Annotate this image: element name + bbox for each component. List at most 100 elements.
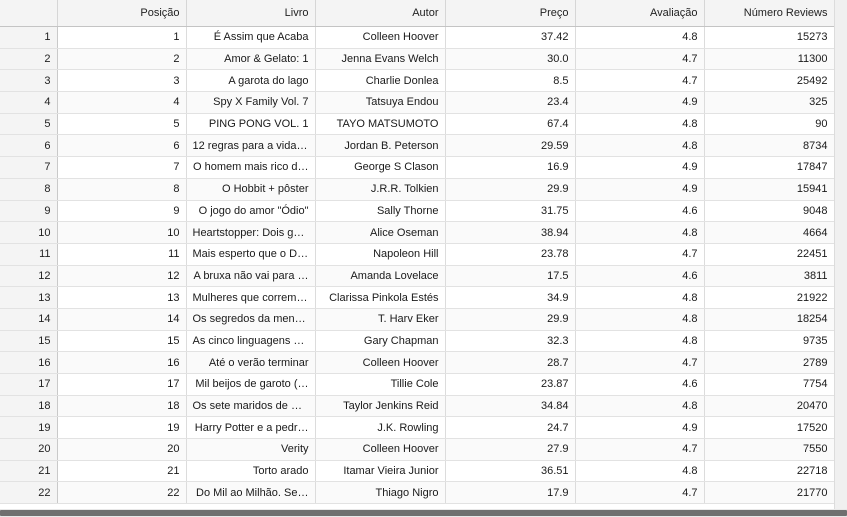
table-row[interactable]: 5 5 PING PONG VOL. 1 TAYO MATSUMOTO 67.4 4.8 9…	[0, 113, 834, 136]
cell-preco[interactable]: 17.9	[445, 481, 576, 505]
row-index-cell[interactable]: 6	[0, 134, 58, 158]
cell-preco[interactable]: 38.94	[445, 221, 576, 244]
cell-posicao[interactable]: 20	[57, 438, 187, 461]
row-index-cell[interactable]: 1	[0, 26, 58, 49]
row-index-cell[interactable]: 8	[0, 178, 58, 201]
cell-autor[interactable]: Jenna Evans Welch	[315, 48, 446, 71]
cell-numero-reviews[interactable]: 21922	[704, 286, 834, 309]
row-index-cell[interactable]: 2	[0, 48, 58, 71]
row-index-cell[interactable]: 12	[0, 265, 58, 288]
cell-avaliacao[interactable]: 4.7	[575, 481, 705, 505]
cell-livro[interactable]: Os segredos da ment…	[186, 308, 316, 331]
cell-autor[interactable]: Colleen Hoover	[315, 351, 446, 374]
cell-preco[interactable]: 23.4	[445, 91, 576, 114]
cell-livro[interactable]: O homem mais rico d…	[186, 156, 316, 179]
column-header-avaliacao[interactable]: Avaliação	[575, 0, 705, 27]
cell-posicao[interactable]: 3	[57, 69, 187, 93]
cell-autor[interactable]: J.K. Rowling	[315, 416, 446, 440]
cell-livro[interactable]: Mil beijos de garoto (…	[186, 373, 316, 396]
cell-preco[interactable]: 31.75	[445, 200, 576, 223]
cell-preco[interactable]: 34.84	[445, 395, 576, 418]
cell-preco[interactable]: 28.7	[445, 351, 576, 374]
row-index-cell[interactable]: 20	[0, 438, 58, 461]
table-row[interactable]: 21 21 Torto arado Itamar Vieira Junior 36.51…	[0, 460, 834, 483]
cell-numero-reviews[interactable]: 25492	[704, 69, 834, 93]
cell-numero-reviews[interactable]: 9048	[704, 200, 834, 223]
row-index-cell[interactable]: 9	[0, 200, 58, 223]
cell-posicao[interactable]: 17	[57, 373, 187, 396]
cell-numero-reviews[interactable]: 15273	[704, 26, 834, 49]
cell-numero-reviews[interactable]: 2789	[704, 351, 834, 374]
cell-livro[interactable]: O Hobbit + pôster	[186, 178, 316, 201]
cell-preco[interactable]: 29.9	[445, 178, 576, 201]
cell-autor[interactable]: Tillie Cole	[315, 373, 446, 396]
cell-livro[interactable]: Mais esperto que o Di…	[186, 243, 316, 266]
cell-autor[interactable]: Itamar Vieira Junior	[315, 460, 446, 483]
cell-autor[interactable]: Colleen Hoover	[315, 438, 446, 461]
row-index-cell[interactable]: 22	[0, 481, 58, 505]
cell-posicao[interactable]: 5	[57, 113, 187, 136]
table-row[interactable]: 13 13 Mulheres que correm … Clarissa Pinkol…	[0, 286, 834, 309]
vertical-scrollbar[interactable]	[834, 0, 847, 509]
cell-posicao[interactable]: 8	[57, 178, 187, 201]
cell-livro[interactable]: O jogo do amor "Ódio"	[186, 200, 316, 223]
cell-numero-reviews[interactable]: 11300	[704, 48, 834, 71]
table-row[interactable]: 14 14 Os segredos da ment… T. Harv Eker 29.9…	[0, 308, 834, 331]
cell-livro[interactable]: Torto arado	[186, 460, 316, 483]
cell-numero-reviews[interactable]: 21770	[704, 481, 834, 505]
cell-posicao[interactable]: 1	[57, 26, 187, 49]
row-index-cell[interactable]: 10	[0, 221, 58, 244]
cell-posicao[interactable]: 4	[57, 91, 187, 114]
column-header-numero-reviews[interactable]: Número Reviews	[704, 0, 834, 27]
cell-numero-reviews[interactable]: 18254	[704, 308, 834, 331]
cell-preco[interactable]: 67.4	[445, 113, 576, 136]
cell-autor[interactable]: T. Harv Eker	[315, 308, 446, 331]
cell-livro[interactable]: Verity	[186, 438, 316, 461]
cell-autor[interactable]: Clarissa Pinkola Estés	[315, 286, 446, 309]
cell-posicao[interactable]: 11	[57, 243, 187, 266]
cell-numero-reviews[interactable]: 17520	[704, 416, 834, 440]
cell-autor[interactable]: Amanda Lovelace	[315, 265, 446, 288]
cell-autor[interactable]: Jordan B. Peterson	[315, 134, 446, 158]
row-index-cell[interactable]: 4	[0, 91, 58, 114]
cell-posicao[interactable]: 7	[57, 156, 187, 179]
row-index-cell[interactable]: 17	[0, 373, 58, 396]
cell-preco[interactable]: 32.3	[445, 330, 576, 353]
cell-avaliacao[interactable]: 4.8	[575, 134, 705, 158]
table-row[interactable]: 15 15 As cinco linguagens d… Gary Chapman 32…	[0, 330, 834, 353]
cell-posicao[interactable]: 21	[57, 460, 187, 483]
cell-autor[interactable]: Tatsuya Endou	[315, 91, 446, 114]
cell-livro[interactable]: Harry Potter e a pedr…	[186, 416, 316, 440]
cell-avaliacao[interactable]: 4.6	[575, 200, 705, 223]
cell-numero-reviews[interactable]: 22718	[704, 460, 834, 483]
cell-preco[interactable]: 36.51	[445, 460, 576, 483]
column-header-livro[interactable]: Livro	[186, 0, 316, 27]
cell-posicao[interactable]: 2	[57, 48, 187, 71]
cell-numero-reviews[interactable]: 7754	[704, 373, 834, 396]
cell-posicao[interactable]: 15	[57, 330, 187, 353]
cell-autor[interactable]: Gary Chapman	[315, 330, 446, 353]
column-header-autor[interactable]: Autor	[315, 0, 446, 27]
cell-preco[interactable]: 23.87	[445, 373, 576, 396]
cell-avaliacao[interactable]: 4.8	[575, 113, 705, 136]
cell-avaliacao[interactable]: 4.7	[575, 69, 705, 93]
cell-avaliacao[interactable]: 4.7	[575, 48, 705, 71]
cell-avaliacao[interactable]: 4.8	[575, 460, 705, 483]
cell-numero-reviews[interactable]: 90	[704, 113, 834, 136]
cell-livro[interactable]: Do Mil ao Milhão. Se…	[186, 481, 316, 505]
cell-numero-reviews[interactable]: 15941	[704, 178, 834, 201]
cell-avaliacao[interactable]: 4.6	[575, 265, 705, 288]
cell-numero-reviews[interactable]: 9735	[704, 330, 834, 353]
table-row[interactable]: 10 10 Heartstopper: Dois ga… Alice Oseman 38…	[0, 221, 834, 244]
cell-livro[interactable]: As cinco linguagens d…	[186, 330, 316, 353]
cell-autor[interactable]: Colleen Hoover	[315, 26, 446, 49]
cell-preco[interactable]: 30.0	[445, 48, 576, 71]
cell-preco[interactable]: 34.9	[445, 286, 576, 309]
column-header-preco[interactable]: Preço	[445, 0, 576, 27]
table-row[interactable]: 20 20 Verity Colleen Hoover 27.9 4.7 7550	[0, 438, 834, 461]
table-row[interactable]: 19 19 Harry Potter e a pedr… J.K. Rowling 24…	[0, 416, 834, 440]
